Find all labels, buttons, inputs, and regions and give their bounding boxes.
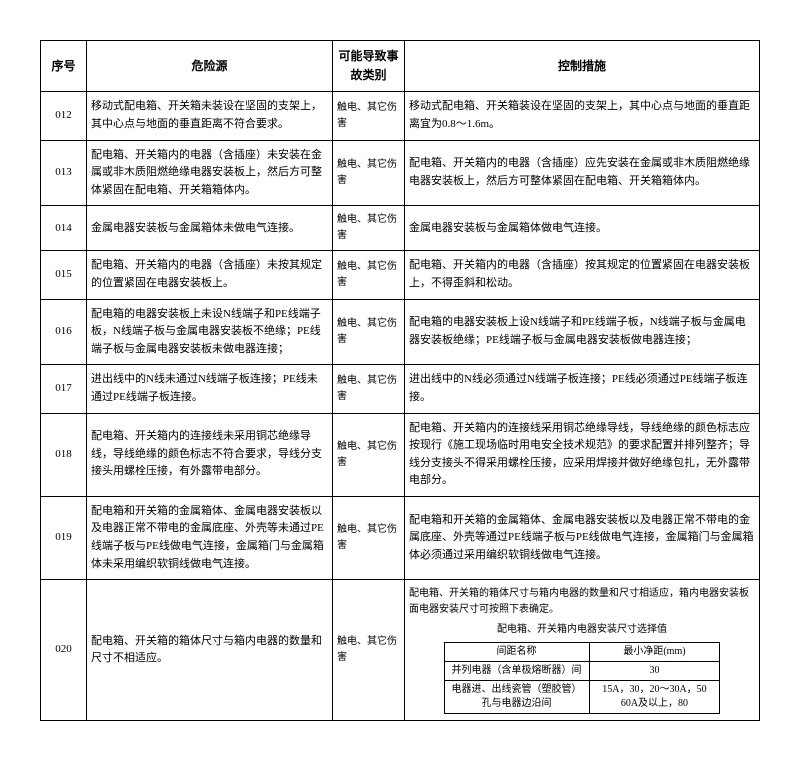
cell-measure: 配电箱、开关箱的箱体尺寸与箱内电器的数量和尺寸相适应，箱内电器安装板面电器安装尺…: [405, 580, 760, 721]
cell-seq: 012: [41, 92, 87, 140]
cell-category: 触电、其它伤害: [333, 299, 405, 365]
cell-category: 触电、其它伤害: [333, 92, 405, 140]
cell-hazard: 进出线中的N线未通过N线端子板连接；PE线未通过PE线端子板连接。: [87, 365, 333, 413]
inner-header: 间距名称: [444, 643, 589, 662]
table-row: 016 配电箱的电器安装板上未设N线端子和PE线端子板，N线端子板与金属电器安装…: [41, 299, 760, 365]
measure-intro: 配电箱、开关箱的箱体尺寸与箱内电器的数量和尺寸相适应，箱内电器安装板面电器安装尺…: [409, 586, 755, 618]
inner-cell: 30: [589, 662, 720, 681]
cell-category: 触电、其它伤害: [333, 365, 405, 413]
header-seq: 序号: [41, 41, 87, 92]
table-row: 013 配电箱、开关箱内的电器（含插座）未安装在金属或非木质阻燃绝缘电器安装板上…: [41, 140, 760, 206]
cell-seq: 019: [41, 496, 87, 579]
cell-seq: 020: [41, 580, 87, 721]
inner-table-title: 配电箱、开关箱内电器安装尺寸选择值: [409, 622, 755, 638]
cell-category: 触电、其它伤害: [333, 580, 405, 721]
cell-hazard: 配电箱、开关箱内的连接线未采用铜芯绝缘导线，导线绝缘的颜色标志不符合要求，导线分…: [87, 413, 333, 496]
cell-hazard: 配电箱的电器安装板上未设N线端子和PE线端子板，N线端子板与金属电器安装板不绝缘…: [87, 299, 333, 365]
inner-cell: 电器进、出线瓷管（塑胶管）孔与电器边沿间: [444, 681, 589, 714]
cell-hazard: 配电箱和开关箱的金属箱体、金属电器安装板以及电器正常不带电的金属底座、外壳等未通…: [87, 496, 333, 579]
cell-measure: 金属电器安装板与金属箱体做电气连接。: [405, 206, 760, 251]
hazard-table: 序号 危险源 可能导致事故类别 控制措施 012 移动式配电箱、开关箱未装设在坚…: [40, 40, 760, 721]
cell-seq: 018: [41, 413, 87, 496]
cell-category: 触电、其它伤害: [333, 140, 405, 206]
cell-category: 触电、其它伤害: [333, 206, 405, 251]
inner-header-row: 间距名称 最小净距(mm): [444, 643, 720, 662]
table-row: 018 配电箱、开关箱内的连接线未采用铜芯绝缘导线，导线绝缘的颜色标志不符合要求…: [41, 413, 760, 496]
cell-seq: 014: [41, 206, 87, 251]
cell-measure: 移动式配电箱、开关箱装设在坚固的支架上，其中心点与地面的垂直距离宜为0.8～1.…: [405, 92, 760, 140]
cell-measure: 配电箱、开关箱内的电器（含插座）应先安装在金属或非木质阻燃绝缘电器安装板上，然后…: [405, 140, 760, 206]
cell-seq: 013: [41, 140, 87, 206]
table-row: 015 配电箱、开关箱内的电器（含插座）未按其规定的位置紧固在电器安装板上。 触…: [41, 251, 760, 299]
cell-category: 触电、其它伤害: [333, 496, 405, 579]
cell-measure: 配电箱和开关箱的金属箱体、金属电器安装板以及电器正常不带电的金属底座、外壳等通过…: [405, 496, 760, 579]
cell-seq: 015: [41, 251, 87, 299]
table-row: 012 移动式配电箱、开关箱未装设在坚固的支架上，其中心点与地面的垂直距离不符合…: [41, 92, 760, 140]
header-hazard: 危险源: [87, 41, 333, 92]
cell-hazard: 金属电器安装板与金属箱体未做电气连接。: [87, 206, 333, 251]
cell-seq: 016: [41, 299, 87, 365]
inner-row: 电器进、出线瓷管（塑胶管）孔与电器边沿间 15A，30，20～30A，50 60…: [444, 681, 720, 714]
cell-seq: 017: [41, 365, 87, 413]
cell-category: 触电、其它伤害: [333, 413, 405, 496]
inner-row: 并列电器（含单极熔断器）间 30: [444, 662, 720, 681]
cell-hazard: 移动式配电箱、开关箱未装设在坚固的支架上，其中心点与地面的垂直距离不符合要求。: [87, 92, 333, 140]
table-row: 017 进出线中的N线未通过N线端子板连接；PE线未通过PE线端子板连接。 触电…: [41, 365, 760, 413]
inner-table: 间距名称 最小净距(mm) 并列电器（含单极熔断器）间 30 电器进、出线瓷管（…: [444, 642, 721, 714]
cell-category: 触电、其它伤害: [333, 251, 405, 299]
table-row: 020 配电箱、开关箱的箱体尺寸与箱内电器的数量和尺寸不相适应。 触电、其它伤害…: [41, 580, 760, 721]
header-category: 可能导致事故类别: [333, 41, 405, 92]
cell-hazard: 配电箱、开关箱的箱体尺寸与箱内电器的数量和尺寸不相适应。: [87, 580, 333, 721]
header-measure: 控制措施: [405, 41, 760, 92]
cell-measure: 进出线中的N线必须通过N线端子板连接；PE线必须通过PE线端子板连接。: [405, 365, 760, 413]
inner-cell: 并列电器（含单极熔断器）间: [444, 662, 589, 681]
table-row: 019 配电箱和开关箱的金属箱体、金属电器安装板以及电器正常不带电的金属底座、外…: [41, 496, 760, 579]
cell-hazard: 配电箱、开关箱内的电器（含插座）未安装在金属或非木质阻燃绝缘电器安装板上，然后方…: [87, 140, 333, 206]
table-header-row: 序号 危险源 可能导致事故类别 控制措施: [41, 41, 760, 92]
table-row: 014 金属电器安装板与金属箱体未做电气连接。 触电、其它伤害 金属电器安装板与…: [41, 206, 760, 251]
cell-hazard: 配电箱、开关箱内的电器（含插座）未按其规定的位置紧固在电器安装板上。: [87, 251, 333, 299]
cell-measure: 配电箱、开关箱内的电器（含插座）按其规定的位置紧固在电器安装板上，不得歪斜和松动…: [405, 251, 760, 299]
cell-measure: 配电箱的电器安装板上设N线端子和PE线端子板，N线端子板与金属电器安装板绝缘；P…: [405, 299, 760, 365]
inner-header: 最小净距(mm): [589, 643, 720, 662]
inner-cell: 15A，30，20～30A，50 60A及以上，80: [589, 681, 720, 714]
cell-measure: 配电箱、开关箱内的连接线采用铜芯绝缘导线，导线绝缘的颜色标志应按现行《施工现场临…: [405, 413, 760, 496]
